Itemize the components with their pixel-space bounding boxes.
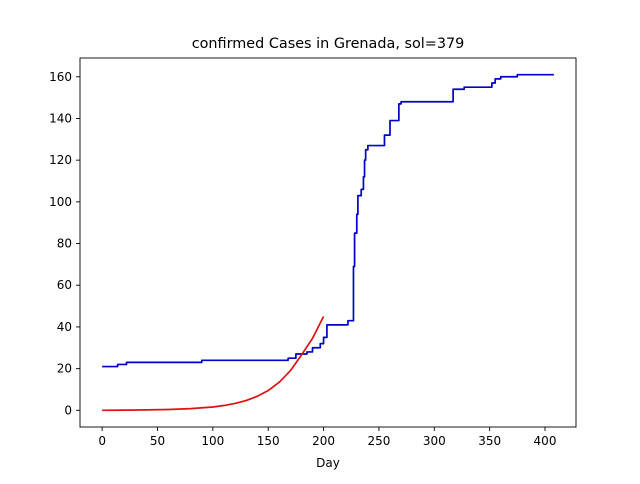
x-tick-label: 400 (534, 434, 557, 448)
series-line-1 (102, 73, 554, 368)
plot-frame (79, 57, 577, 428)
x-axis-label: Day (316, 456, 340, 470)
y-tick-label: 20 (57, 362, 72, 376)
x-tick-label: 50 (150, 434, 165, 448)
x-tick-label: 300 (423, 434, 446, 448)
y-tick-label: 80 (57, 237, 72, 251)
plot-area (102, 73, 554, 412)
y-tick-label: 0 (64, 403, 72, 417)
x-tick-label: 0 (98, 434, 106, 448)
x-tick-label: 200 (312, 434, 335, 448)
x-tick-label: 250 (367, 434, 390, 448)
y-tick-label: 160 (49, 70, 72, 84)
series-line-2 (102, 316, 325, 412)
y-tick-label: 120 (49, 153, 72, 167)
chart-title: confirmed Cases in Grenada, sol=379 (192, 36, 465, 52)
x-tick-label: 100 (201, 434, 224, 448)
x-tick-label: 350 (478, 434, 501, 448)
axes: 0 50 100 150 200 250 300 350 400 0 20 40 60 80 100 120 1… (49, 57, 577, 448)
y-tick-label: 100 (49, 195, 72, 209)
y-tick-label: 40 (57, 320, 72, 334)
y-tick-label: 140 (49, 111, 72, 125)
x-tick-label: 150 (257, 434, 280, 448)
y-tick-label: 60 (57, 278, 72, 292)
